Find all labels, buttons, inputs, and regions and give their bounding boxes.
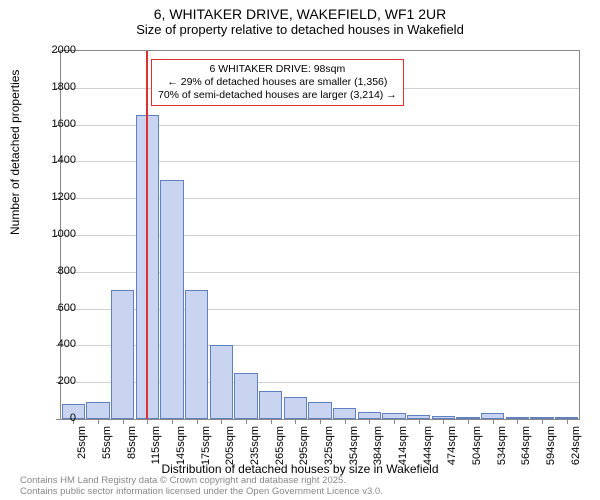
xtick-label: 145sqm: [175, 426, 187, 465]
xtick-mark: [394, 419, 395, 424]
histogram-bar: [210, 345, 233, 419]
xtick-mark: [517, 419, 518, 424]
chart-subtitle: Size of property relative to detached ho…: [0, 22, 600, 37]
histogram-bar: [160, 180, 183, 419]
xtick-label: 594sqm: [545, 426, 557, 465]
xtick-label: 295sqm: [298, 426, 310, 465]
ytick-label: 1400: [36, 154, 76, 166]
histogram-bar: [111, 290, 134, 419]
xtick-label: 55sqm: [101, 426, 113, 459]
ytick-label: 600: [36, 302, 76, 314]
xtick-label: 474sqm: [446, 426, 458, 465]
ytick-label: 800: [36, 265, 76, 277]
reference-line: [146, 51, 148, 419]
xtick-mark: [419, 419, 420, 424]
xtick-label: 325sqm: [323, 426, 335, 465]
ytick-label: 400: [36, 338, 76, 350]
annotation-line2: ← 29% of detached houses are smaller (1,…: [158, 76, 397, 89]
xtick-mark: [123, 419, 124, 424]
xtick-label: 624sqm: [570, 426, 582, 465]
histogram-bar: [308, 402, 331, 419]
ytick-label: 2000: [36, 44, 76, 56]
xtick-label: 384sqm: [372, 426, 384, 465]
ytick-label: 1200: [36, 191, 76, 203]
attribution-line2: Contains public sector information licen…: [20, 487, 383, 498]
xtick-mark: [320, 419, 321, 424]
xtick-label: 354sqm: [348, 426, 360, 465]
xtick-label: 444sqm: [422, 426, 434, 465]
xtick-label: 414sqm: [397, 426, 409, 465]
xtick-label: 564sqm: [520, 426, 532, 465]
xtick-mark: [221, 419, 222, 424]
xtick-mark: [197, 419, 198, 424]
histogram-bar: [259, 391, 282, 419]
xtick-label: 175sqm: [200, 426, 212, 465]
y-axis-label: Number of detached properties: [8, 70, 22, 235]
xtick-mark: [172, 419, 173, 424]
attribution-text: Contains HM Land Registry data © Crown c…: [20, 476, 383, 498]
ytick-label: 1600: [36, 118, 76, 130]
xtick-label: 504sqm: [471, 426, 483, 465]
xtick-label: 534sqm: [496, 426, 508, 465]
xtick-label: 235sqm: [249, 426, 261, 465]
annotation-line3: 70% of semi-detached houses are larger (…: [158, 89, 397, 102]
xtick-label: 265sqm: [274, 426, 286, 465]
xtick-mark: [345, 419, 346, 424]
xtick-mark: [271, 419, 272, 424]
ytick-label: 200: [36, 375, 76, 387]
xtick-mark: [567, 419, 568, 424]
annotation-box: 6 WHITAKER DRIVE: 98sqm← 29% of detached…: [151, 59, 404, 106]
histogram-bar: [234, 373, 257, 419]
xtick-mark: [542, 419, 543, 424]
chart-title: 6, WHITAKER DRIVE, WAKEFIELD, WF1 2UR: [0, 6, 600, 22]
histogram-bar: [284, 397, 307, 419]
xtick-label: 85sqm: [126, 426, 138, 459]
xtick-mark: [147, 419, 148, 424]
xtick-mark: [468, 419, 469, 424]
xtick-mark: [493, 419, 494, 424]
histogram-bar: [185, 290, 208, 419]
xtick-label: 205sqm: [224, 426, 236, 465]
xtick-mark: [98, 419, 99, 424]
chart-plot-area: 6 WHITAKER DRIVE: 98sqm← 29% of detached…: [60, 50, 580, 420]
xtick-mark: [246, 419, 247, 424]
xtick-mark: [295, 419, 296, 424]
xtick-label: 25sqm: [76, 426, 88, 459]
xtick-mark: [369, 419, 370, 424]
xtick-label: 115sqm: [150, 426, 162, 464]
histogram-bar: [333, 408, 356, 419]
annotation-line1: 6 WHITAKER DRIVE: 98sqm: [158, 63, 397, 76]
histogram-bar: [86, 402, 109, 419]
ytick-label: 1000: [36, 228, 76, 240]
xtick-mark: [443, 419, 444, 424]
ytick-label: 1800: [36, 81, 76, 93]
histogram-bar: [358, 412, 381, 419]
ytick-label: 0: [36, 412, 76, 424]
